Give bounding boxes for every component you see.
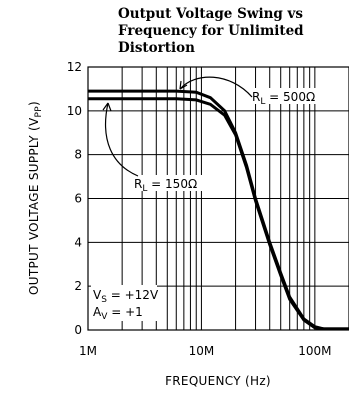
series-line-rl-150 xyxy=(88,97,349,331)
y-tick-label: 12 xyxy=(67,60,82,74)
y-tick-labels: 0 2 4 6 8 10 12 xyxy=(67,60,82,337)
chart-title-line-1: Output Voltage Swing vs xyxy=(118,6,303,22)
chart-title: Output Voltage Swing vs Frequency for Un… xyxy=(118,6,304,56)
y-axis-label: OUTPUT VOLTAGE SUPPLY (VPP) xyxy=(27,101,44,295)
annotation-gain: AV = +1 xyxy=(93,305,143,322)
series-lines xyxy=(88,89,349,331)
grid xyxy=(87,66,349,331)
leader-rl-150 xyxy=(104,102,139,177)
conditions-bg xyxy=(91,285,157,321)
chart-title-line-2: Frequency for Unlimited xyxy=(118,23,304,39)
x-axis-label: FREQUENCY (Hz) xyxy=(165,374,271,388)
label-bg-rl-150 xyxy=(128,175,220,191)
x-tick-labels: 1M 10M 100M xyxy=(79,344,331,358)
y-tick-label: 2 xyxy=(74,279,82,293)
y-tick-label: 10 xyxy=(67,104,82,118)
chart-title-line-3: Distortion xyxy=(118,40,195,56)
plot-frame xyxy=(87,66,349,331)
series-label-rl-150: RL = 150Ω xyxy=(134,177,197,194)
x-tick-label: 10M xyxy=(189,344,215,358)
leader-rl-500 xyxy=(179,76,253,98)
x-tick-label: 1M xyxy=(79,344,97,358)
y-tick-label: 6 xyxy=(74,192,82,206)
annotation-supply: VS = +12V xyxy=(93,288,159,305)
y-tick-label: 0 xyxy=(74,323,82,337)
arrowhead-rl-150 xyxy=(102,102,112,112)
label-bg-rl-500 xyxy=(250,88,342,104)
arrowhead-rl-500 xyxy=(179,80,188,90)
x-tick-label: 100M xyxy=(298,344,331,358)
y-tick-label: 4 xyxy=(74,235,82,249)
y-tick-label: 8 xyxy=(74,148,82,162)
series-label-rl-500: RL = 500Ω xyxy=(252,90,315,107)
